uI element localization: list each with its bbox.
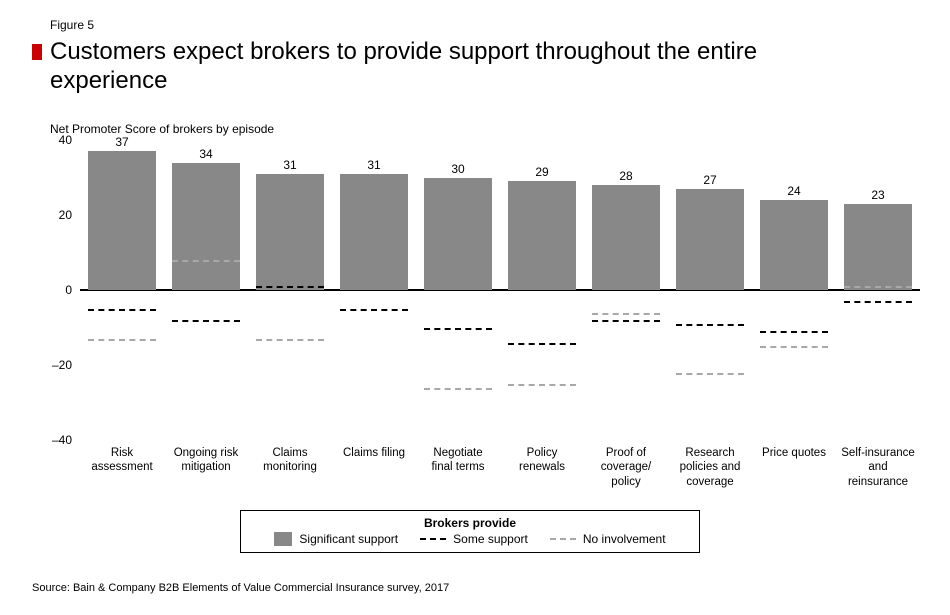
no-involvement-line <box>844 286 911 288</box>
ytick-label: –20 <box>42 358 72 372</box>
chart-column: 27Researchpolicies andcoverage <box>668 140 752 440</box>
legend-swatch-bar <box>274 532 292 546</box>
category-label: Ongoing riskmitigation <box>160 446 252 475</box>
bar <box>256 174 323 290</box>
category-label: Claims filing <box>328 446 420 460</box>
bar <box>760 200 827 290</box>
bar <box>508 181 575 290</box>
legend-item-label: No involvement <box>583 532 666 546</box>
category-label: Policyrenewals <box>496 446 588 475</box>
no-involvement-line <box>760 346 827 348</box>
chart-column: 23Self-insuranceandreinsurance <box>836 140 920 440</box>
bar <box>88 151 155 290</box>
bar-value-label: 30 <box>416 162 500 176</box>
no-involvement-line <box>172 260 239 262</box>
bar-value-label: 29 <box>500 165 584 179</box>
chart-column: 37Riskassessment <box>80 140 164 440</box>
bar <box>592 185 659 290</box>
legend-swatch-some <box>420 538 446 540</box>
some-support-line <box>424 328 491 330</box>
bar-value-label: 24 <box>752 184 836 198</box>
bar-value-label: 34 <box>164 147 248 161</box>
no-involvement-line <box>88 339 155 341</box>
legend-swatch-none <box>550 538 576 540</box>
figure-label: Figure 5 <box>50 18 94 32</box>
some-support-line <box>88 309 155 311</box>
chart-title: Customers expect brokers to provide supp… <box>50 38 770 96</box>
chart-column: 34Ongoing riskmitigation <box>164 140 248 440</box>
legend-item: No involvement <box>550 532 666 546</box>
no-involvement-line <box>592 313 659 315</box>
title-row: Customers expect brokers to provide supp… <box>32 38 910 96</box>
legend-item-label: Significant support <box>299 532 398 546</box>
some-support-line <box>676 324 743 326</box>
ytick-label: 20 <box>42 208 72 222</box>
bar <box>172 163 239 291</box>
no-involvement-line <box>676 373 743 375</box>
chart-column: 30Negotiatefinal terms <box>416 140 500 440</box>
ytick-label: 0 <box>42 283 72 297</box>
bar-value-label: 27 <box>668 173 752 187</box>
some-support-line <box>340 309 407 311</box>
ytick-label: –40 <box>42 433 72 447</box>
category-label: Riskassessment <box>76 446 168 475</box>
chart-area: 37Riskassessment34Ongoing riskmitigation… <box>50 140 920 440</box>
category-label: Negotiatefinal terms <box>412 446 504 475</box>
legend-item-label: Some support <box>453 532 528 546</box>
some-support-line <box>172 320 239 322</box>
source-text: Source: Bain & Company B2B Elements of V… <box>32 582 449 594</box>
category-label: Proof ofcoverage/policy <box>580 446 672 489</box>
legend-items: Significant support Some support No involv… <box>255 532 685 546</box>
bar-value-label: 28 <box>584 169 668 183</box>
chart-column: 29Policyrenewals <box>500 140 584 440</box>
chart-column: 28Proof ofcoverage/policy <box>584 140 668 440</box>
chart-column: 24Price quotes <box>752 140 836 440</box>
bar <box>340 174 407 290</box>
some-support-line <box>508 343 575 345</box>
no-involvement-line <box>256 339 323 341</box>
some-support-line <box>592 320 659 322</box>
chart-column: 31Claimsmonitoring <box>248 140 332 440</box>
plot-area: 37Riskassessment34Ongoing riskmitigation… <box>80 140 920 440</box>
ytick-label: 40 <box>42 133 72 147</box>
bar <box>844 204 911 290</box>
some-support-line <box>844 301 911 303</box>
category-label: Claimsmonitoring <box>244 446 336 475</box>
bar-value-label: 37 <box>80 135 164 149</box>
legend-title: Brokers provide <box>255 516 685 530</box>
chart-column: 31Claims filing <box>332 140 416 440</box>
bar <box>676 189 743 290</box>
bar-value-label: 31 <box>332 158 416 172</box>
title-marker <box>32 44 42 60</box>
legend: Brokers provide Significant support Some … <box>240 510 700 553</box>
bar-value-label: 31 <box>248 158 332 172</box>
legend-item: Significant support <box>274 532 398 546</box>
some-support-line <box>256 286 323 288</box>
chart-subtitle: Net Promoter Score of brokers by episode <box>50 122 274 136</box>
category-label: Price quotes <box>748 446 840 460</box>
category-label: Researchpolicies andcoverage <box>664 446 756 489</box>
no-involvement-line <box>424 388 491 390</box>
bar <box>424 178 491 291</box>
some-support-line <box>760 331 827 333</box>
legend-item: Some support <box>420 532 528 546</box>
category-label: Self-insuranceandreinsurance <box>832 446 924 489</box>
no-involvement-line <box>508 384 575 386</box>
bar-value-label: 23 <box>836 188 920 202</box>
